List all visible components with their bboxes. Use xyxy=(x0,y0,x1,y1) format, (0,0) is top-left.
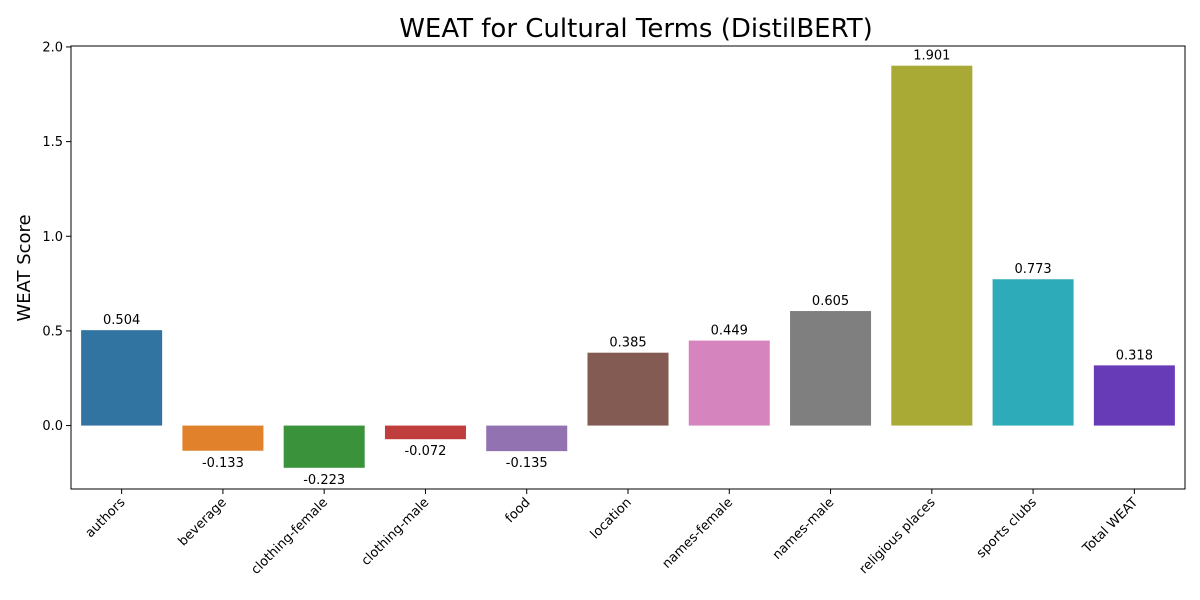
x-tick-label: clothing-male xyxy=(359,495,433,569)
data-label: -0.133 xyxy=(202,456,244,471)
bar-religious-places xyxy=(891,65,973,426)
y-tick-label: 1.5 xyxy=(42,135,63,150)
bar-total-weat xyxy=(1093,365,1175,426)
x-tick-label: authors xyxy=(83,495,129,541)
y-tick-label: 0.0 xyxy=(42,419,63,434)
bar-beverage xyxy=(182,425,264,451)
y-tick-label: 0.5 xyxy=(42,324,63,339)
bar-clothing-female xyxy=(283,425,365,468)
data-label: 0.385 xyxy=(609,336,646,351)
bar-authors xyxy=(81,330,163,426)
data-labels-layer: 0.504 -0.133 -0.223 -0.072 -0.135 0.385 0.449 0… xyxy=(103,49,1153,488)
data-label: -0.135 xyxy=(506,456,548,471)
x-tick-label: names-female xyxy=(660,495,736,571)
bar-sports-clubs xyxy=(992,279,1074,426)
bar-clothing-male xyxy=(384,425,466,440)
data-label: 0.773 xyxy=(1014,262,1051,277)
bar-names-male xyxy=(790,311,872,426)
data-label: 0.504 xyxy=(103,313,140,328)
data-label: 0.605 xyxy=(812,294,849,309)
data-label: 0.449 xyxy=(711,324,748,339)
bar-names-female xyxy=(688,340,770,426)
x-tick-label: religious places xyxy=(857,495,939,577)
x-tick-label: location xyxy=(588,495,635,542)
bars-layer xyxy=(81,65,1175,468)
x-tick-label: names-male xyxy=(770,495,838,563)
x-tick-label: sports clubs xyxy=(974,495,1040,561)
chart-title: WEAT for Cultural Terms (DistilBERT) xyxy=(399,14,873,44)
y-axis-label: WEAT Score xyxy=(14,214,35,321)
bar-location xyxy=(587,352,669,426)
data-label: -0.072 xyxy=(404,444,446,459)
bar-food xyxy=(486,425,568,452)
x-axis: authors beverage clothing-female clothing-m… xyxy=(83,489,1141,578)
x-tick-label: clothing-female xyxy=(249,495,331,577)
data-label: -0.223 xyxy=(303,473,345,488)
data-label: 0.318 xyxy=(1116,348,1153,363)
data-label: 1.901 xyxy=(913,49,950,64)
x-tick-label: beverage xyxy=(176,495,230,549)
plot-area-frame xyxy=(70,45,1186,490)
y-axis: 0.0 0.5 1.0 1.5 2.0 xyxy=(42,40,71,434)
x-tick-label: food xyxy=(503,495,534,526)
y-tick-label: 2.0 xyxy=(42,40,63,55)
y-tick-label: 1.0 xyxy=(42,230,63,245)
x-tick-label: Total WEAT xyxy=(1079,495,1141,557)
